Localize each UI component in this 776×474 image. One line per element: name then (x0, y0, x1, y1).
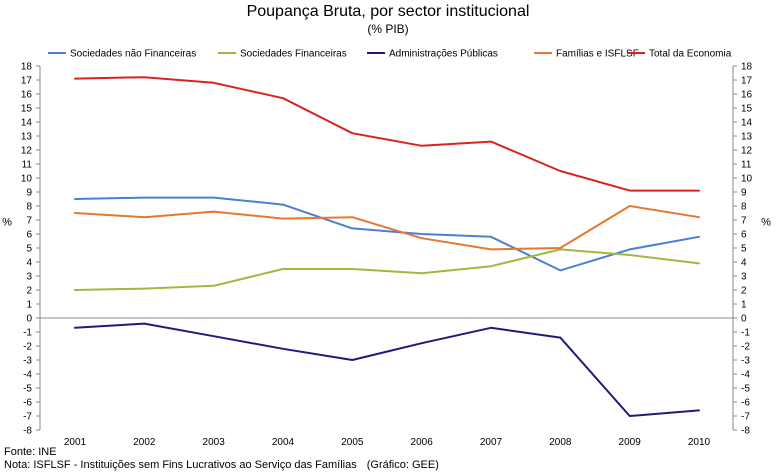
legend-label-3: Administrações Públicas (389, 49, 498, 60)
y-tick-label-right: 3 (741, 272, 747, 283)
y-tick-label-left: -8 (23, 426, 32, 437)
y-tick-label-left: 5 (26, 244, 32, 255)
y-tick-label-right: 5 (741, 244, 747, 255)
footer-credit: (Gráfico: GEE) (366, 459, 439, 471)
legend-label-1: Sociedades não Financeiras (70, 49, 196, 60)
y-tick-label-left: 3 (26, 272, 32, 283)
chart-subtitle: (% PIB) (367, 22, 409, 36)
y-tick-label-left: 8 (26, 202, 32, 213)
x-tick-label: 2008 (549, 437, 572, 448)
legend-label-5: Total da Economia (649, 49, 732, 60)
x-tick-label: 2001 (64, 437, 87, 448)
y-tick-label-right: 16 (741, 90, 753, 101)
y-tick-label-left: 13 (21, 132, 33, 143)
series-line-3 (74, 322, 700, 417)
series-line-1 (74, 196, 700, 272)
y-tick-label-left: 9 (26, 188, 32, 199)
y-tick-label-right: 14 (741, 118, 753, 129)
y-tick-label-left: -6 (23, 398, 32, 409)
y-tick-label-right: 17 (741, 76, 753, 87)
y-tick-label-right: -7 (741, 412, 750, 423)
y-tick-label-right: 6 (741, 230, 747, 241)
y-tick-label-left: 14 (21, 118, 33, 129)
footer-note: Nota: ISFLSF - Instituições sem Fins Luc… (4, 459, 357, 471)
y-tick-label-left: 18 (21, 62, 33, 73)
y-tick-label-left: -5 (23, 384, 32, 395)
legend-label-4: Famílias e ISFLSF (556, 49, 639, 60)
y-tick-label-left: 0 (26, 314, 32, 325)
y-tick-label-right: -4 (741, 370, 750, 381)
y-tick-label-left: 12 (21, 146, 33, 157)
x-tick-label: 2003 (203, 437, 226, 448)
y-tick-label-left: 6 (26, 230, 32, 241)
y-tick-label-left: 11 (22, 160, 33, 171)
y-tick-label-left: -2 (23, 342, 32, 353)
y-tick-label-left: -1 (23, 328, 32, 339)
y-tick-label-right: 0 (741, 314, 747, 325)
y-tick-label-left: -3 (23, 356, 32, 367)
y-tick-label-left: 10 (21, 174, 33, 185)
y-tick-label-right: 15 (741, 104, 753, 115)
y-axis-label-left: % (2, 217, 12, 229)
x-tick-label: 2007 (480, 437, 503, 448)
x-tick-label: 2005 (341, 437, 364, 448)
x-tick-label: 2004 (272, 437, 295, 448)
y-tick-label-left: 1 (26, 300, 32, 311)
y-tick-label-right: -5 (741, 384, 750, 395)
y-tick-label-left: -4 (23, 370, 32, 381)
y-tick-label-right: 12 (741, 146, 753, 157)
y-tick-label-right: 2 (741, 286, 747, 297)
y-tick-label-right: -8 (741, 426, 750, 437)
series-line-5 (74, 76, 700, 192)
x-tick-label: 2002 (133, 437, 156, 448)
series-line-4 (74, 205, 700, 251)
y-tick-label-right: 11 (741, 160, 752, 171)
legend-label-2: Sociedades Financeiras (240, 49, 347, 60)
chart-title: Poupança Bruta, por sector institucional (246, 3, 530, 20)
x-tick-label: 2009 (619, 437, 642, 448)
x-tick-label: 2006 (411, 437, 434, 448)
y-tick-label-left: 17 (21, 76, 33, 87)
y-tick-label-right: -2 (741, 342, 750, 353)
y-tick-label-right: 1 (741, 300, 747, 311)
y-axis-label-right: % (761, 217, 771, 229)
y-tick-label-left: 16 (21, 90, 33, 101)
footer-source: Fonte: INE (4, 446, 57, 458)
y-tick-label-left: 7 (26, 216, 32, 227)
y-tick-label-right: 4 (741, 258, 747, 269)
footer-note-line: Nota: ISFLSF - Instituições sem Fins Luc… (4, 459, 439, 471)
y-tick-label-right: 8 (741, 202, 747, 213)
y-tick-label-left: 2 (26, 286, 32, 297)
y-tick-label-left: 15 (21, 104, 33, 115)
y-tick-label-left: -7 (23, 412, 32, 423)
y-tick-label-right: -1 (741, 328, 750, 339)
y-tick-label-right: -3 (741, 356, 750, 367)
y-tick-label-right: 18 (741, 62, 753, 73)
y-tick-label-right: 7 (741, 216, 747, 227)
y-tick-label-right: 9 (741, 188, 747, 199)
series-line-2 (74, 248, 700, 291)
y-tick-label-right: 13 (741, 132, 753, 143)
x-tick-label: 2010 (688, 437, 711, 448)
y-tick-label-right: -6 (741, 398, 750, 409)
y-tick-label-left: 4 (26, 258, 32, 269)
y-tick-label-right: 10 (741, 174, 753, 185)
